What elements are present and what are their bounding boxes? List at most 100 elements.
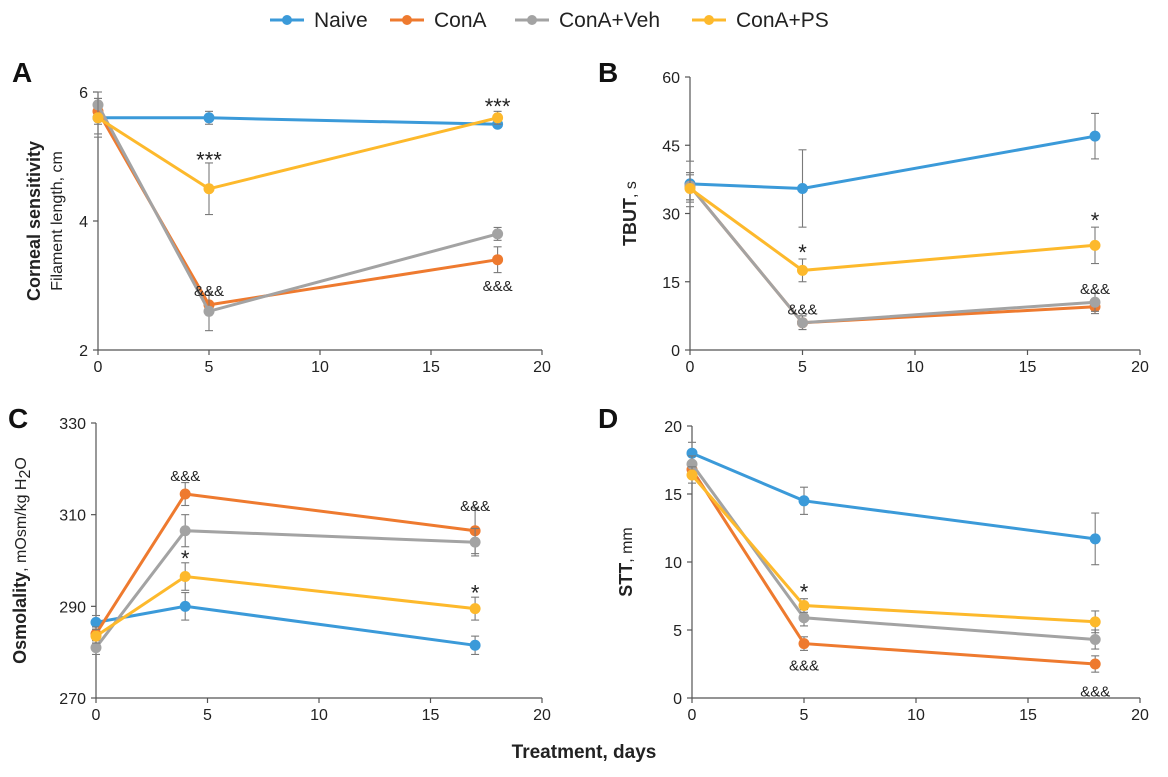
data-point [686,469,698,481]
data-point [797,182,808,194]
series-cona-ps [90,562,481,644]
data-point [684,182,696,194]
significance-annotation: &&& [460,498,490,515]
y-tick-label: 60 [662,70,680,87]
legend-marker [282,15,292,25]
data-point [203,305,215,317]
data-point [797,317,808,329]
data-point [1089,130,1101,142]
legend-label: ConA [434,9,487,32]
data-point [1089,634,1101,646]
significance-annotation: * [800,580,809,605]
y-tick-label: 15 [664,487,682,504]
x-tick-label: 0 [686,359,695,376]
x-tick-label: 20 [533,359,551,376]
y-axis-label: Corneal sensitivity [24,141,44,301]
y-tick-label: 15 [662,275,680,292]
y-tick-label: 310 [59,508,86,525]
y-axis-label-unit: , s [623,181,640,198]
series-cona-veh [92,91,504,332]
series-cona-ps [684,174,1101,283]
y-axis-label: Osmolality, mOsm/kg H2O [10,457,34,664]
y-axis-label: STT, mm [616,527,636,597]
significance-annotation: &&& [194,283,224,300]
significance-annotation: &&& [1080,281,1110,298]
panel-a: A 0 5 10 15 20 2 4 6 Corneal sensitivity Filament … [12,57,551,376]
x-tick-label: 5 [205,359,214,376]
data-point [203,112,215,124]
series-cona-ps [92,97,504,216]
legend: Naive ConA ConA+Veh ConA+PS [270,9,829,32]
data-point [492,112,504,124]
significance-annotation: &&& [789,658,819,675]
legend-label: ConA+Veh [559,9,660,32]
y-axis-label-tail: O [13,457,30,469]
panel-label: C [8,403,28,434]
y-tick-label: 20 [664,419,682,436]
data-point [798,600,810,612]
y-axis-label-unit: , mOsm/kg H [13,478,30,571]
x-tick-label: 20 [1131,707,1149,724]
data-point [90,630,102,642]
y-tick-label: 290 [59,599,86,616]
data-point [1089,296,1101,308]
series-cona-ps [686,466,1101,634]
significance-annotation: &&& [1080,683,1110,700]
series-line [688,185,1096,325]
series-line [688,185,1096,325]
data-point [492,228,504,240]
data-point [492,254,504,266]
y-tick-label: 0 [673,691,682,708]
legend-label: Naive [314,9,368,32]
y-axis-label-bold: STT [616,563,636,597]
series-cona [90,482,481,642]
data-point [90,616,102,628]
data-point [179,571,191,583]
y-tick-label: 4 [79,214,88,231]
y-tick-label: 45 [662,138,680,155]
data-point [469,639,481,651]
y-tick-label: 5 [673,623,682,640]
series-line [98,116,498,126]
y-tick-label: 270 [59,691,86,708]
y-tick-label: 2 [79,343,88,360]
y-tick-label: 10 [664,555,682,572]
series-line [95,574,476,638]
legend-entry-naive: Naive [270,9,368,32]
legend-marker [402,15,412,25]
significance-annotation: *** [485,94,511,119]
data-point [179,525,191,537]
series-line [691,451,1096,541]
y-axis-label-bold: TBUT [620,198,640,246]
x-tick-label: 10 [311,359,329,376]
panel-c: C 0 5 10 15 20 270 290 310 330 Osmolality, mOsm/kg… [8,403,551,724]
y-tick-label: 330 [59,416,86,433]
x-axis-label: Treatment, days [512,742,657,763]
legend-entry-cona: ConA [390,9,487,32]
y-axis-label-bold: Osmolality [10,572,30,664]
data-point [179,600,191,612]
data-point [1089,239,1101,251]
y-axis-label: TBUT, s [620,181,640,246]
series-cona [686,460,1101,673]
panel-b: B 0 5 10 15 20 0 15 30 45 60 TBUT, s * * &&& &&& [598,57,1149,376]
x-tick-label: 0 [688,707,697,724]
x-tick-label: 20 [1131,359,1149,376]
data-point [92,112,104,124]
series-line [96,110,498,307]
data-point [203,183,215,195]
significance-annotation: &&& [170,468,200,485]
legend-marker [704,15,714,25]
x-tick-label: 15 [422,707,440,724]
data-point [1089,616,1101,628]
y-tick-label: 30 [662,207,680,224]
x-tick-label: 0 [92,707,101,724]
y-tick-label: 6 [79,85,88,102]
data-point [798,612,810,624]
significance-annotation: * [1091,208,1100,233]
legend-marker [527,15,537,25]
y-axis-label-unit: , mm [619,527,636,563]
data-point [1089,658,1101,670]
